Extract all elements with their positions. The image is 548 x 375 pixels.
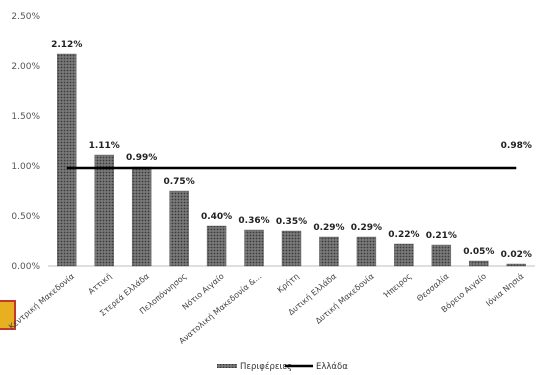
category-label: Ήπειρος [380, 271, 413, 301]
bar [469, 260, 489, 267]
bar [281, 230, 302, 267]
bar [394, 243, 414, 267]
data-label: 0.75% [163, 177, 194, 187]
legend-bar-swatch [217, 364, 237, 368]
bar [431, 244, 452, 267]
y-tick-label: 2.00% [11, 62, 40, 72]
bar [506, 263, 526, 267]
data-label: 0.21% [426, 231, 457, 241]
y-tick-label: 1.50% [11, 112, 40, 122]
y-tick-label: 0.00% [11, 262, 40, 272]
category-label: Κεντρική Μακεδονία [7, 272, 76, 332]
category-label: Θεσσαλία [415, 272, 450, 304]
category-label: Κρήτη [276, 272, 301, 295]
legend: Περιφέρειες Ελλάδα [217, 361, 348, 372]
data-label: 0.29% [313, 223, 344, 233]
data-label: 0.29% [351, 223, 382, 233]
y-tick-label: 0.50% [11, 212, 40, 222]
bar [57, 53, 77, 267]
y-tick-label: 2.50% [11, 12, 40, 22]
data-labels: 2.12% 1.11% 0.99% 0.75% 0.40% 0.36% 0.35% 0.29%… [51, 40, 532, 260]
bar [131, 166, 152, 267]
decorative-tab [0, 300, 16, 330]
legend-line-label: Ελλάδα [316, 362, 348, 372]
data-label: 0.22% [388, 230, 419, 240]
data-label: 0.40% [201, 212, 232, 222]
y-tick-label: 1.00% [11, 162, 40, 172]
bar [206, 225, 227, 267]
data-label: 1.11% [89, 141, 120, 151]
bar [94, 154, 114, 267]
data-label: 2.12% [51, 40, 82, 50]
bar [356, 236, 377, 267]
data-label: 0.05% [463, 247, 494, 257]
bar [244, 229, 264, 267]
reference-line-label: 0.98% [501, 141, 532, 151]
legend-bar-label: Περιφέρειες [240, 361, 292, 372]
bar [169, 190, 189, 267]
data-label: 0.35% [276, 217, 307, 227]
data-label: 0.36% [238, 216, 269, 226]
bar-series [57, 53, 526, 267]
data-label: 0.02% [501, 250, 532, 260]
category-label: Αττική [87, 272, 114, 297]
category-label: Ιόνια Νησιά [484, 271, 526, 308]
reference-line-group: 0.98% [66, 141, 532, 170]
bar [319, 236, 339, 267]
data-label: 0.99% [126, 153, 157, 163]
